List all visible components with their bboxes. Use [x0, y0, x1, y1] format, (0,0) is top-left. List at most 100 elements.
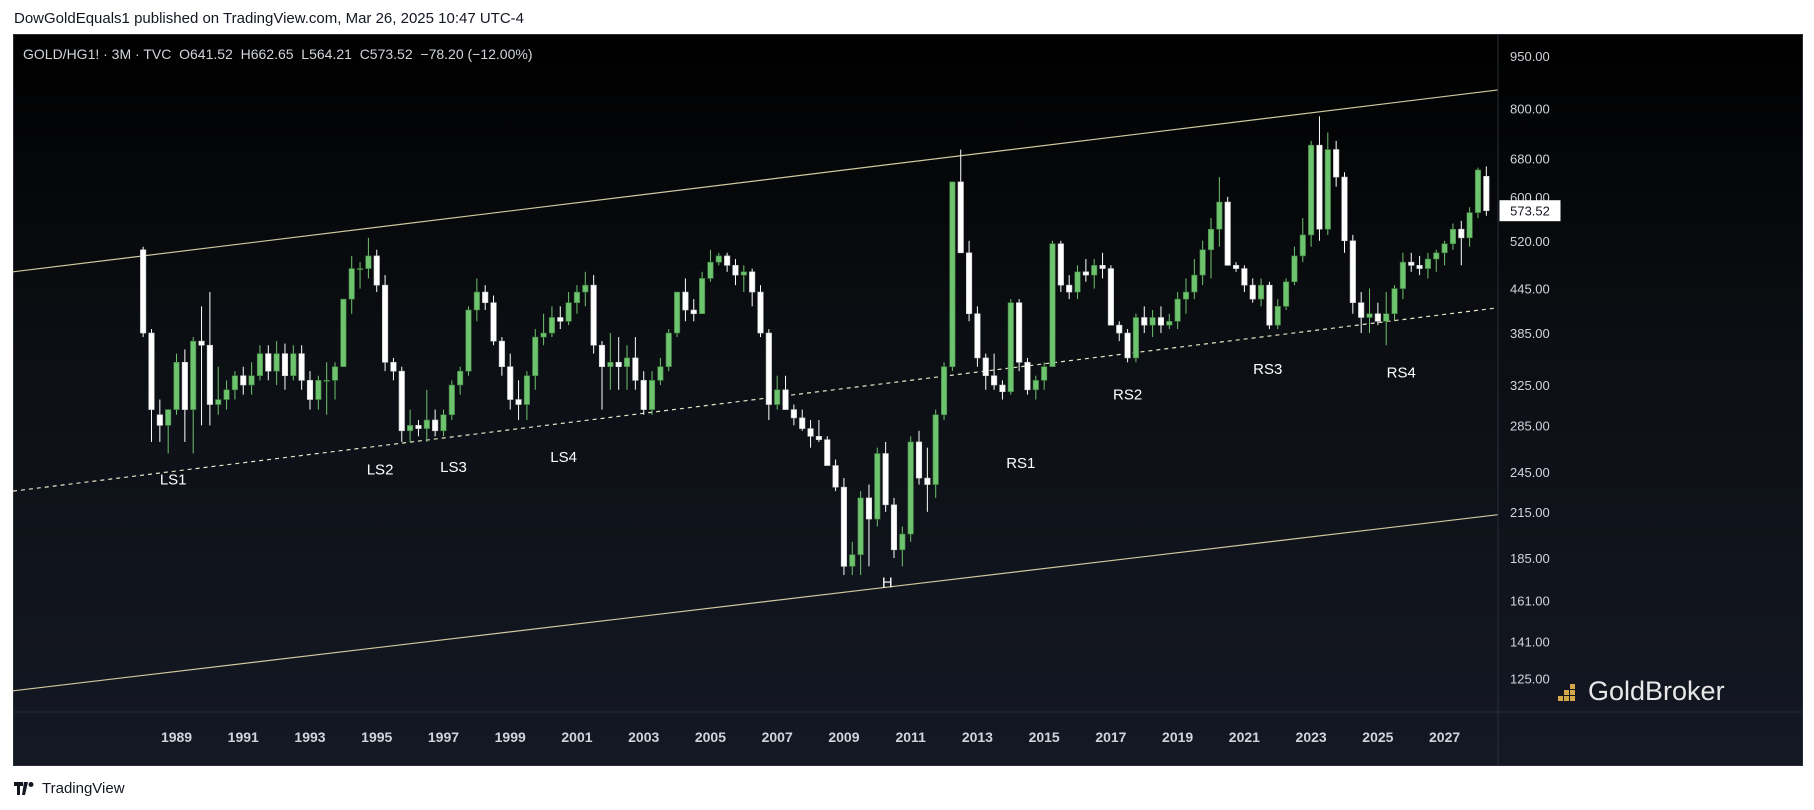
- candle-down: [724, 255, 731, 266]
- candle-down: [598, 344, 606, 368]
- candle-up: [1199, 249, 1206, 276]
- candle-down: [1082, 271, 1089, 276]
- candle-down: [1016, 302, 1023, 363]
- trendline-solid: [13, 514, 1499, 692]
- candle-up: [1032, 380, 1039, 391]
- candle-up: [532, 336, 539, 377]
- candle-down: [390, 361, 397, 372]
- candle-down: [799, 417, 806, 429]
- pattern-label: H: [882, 575, 893, 592]
- x-tick-label: 2007: [762, 729, 793, 745]
- candle-down: [498, 340, 505, 368]
- candle-up: [357, 268, 364, 270]
- candle-up: [857, 497, 864, 555]
- candle-down: [832, 465, 839, 488]
- trendline-dashed: [13, 307, 1499, 492]
- symbol-ohlc-legend: GOLD/HG1! · 3M · TVC O641.52 H662.65 L56…: [23, 46, 533, 62]
- candle-down: [757, 291, 764, 334]
- watermark-text: GoldBroker: [1588, 676, 1725, 706]
- y-tick-label: 141.00: [1510, 634, 1550, 649]
- candle-up: [1324, 149, 1331, 230]
- candle-up: [607, 361, 614, 368]
- candle-up: [331, 366, 339, 381]
- x-tick-label: 2009: [828, 729, 859, 745]
- candle-down: [690, 309, 697, 315]
- x-tick-label: 1989: [161, 729, 192, 745]
- candle-up: [407, 425, 414, 432]
- ohlc-values: O641.52 H662.65 L564.21 C573.52 −78.20 (…: [179, 46, 533, 62]
- price-chart[interactable]: LS1 LS2 LS3 LS4 H RS1 RS2 RS3 RS4 950.00 800.00 68…: [13, 34, 1803, 766]
- candle-down: [482, 291, 489, 303]
- candle-down: [1116, 324, 1123, 334]
- candle-up: [215, 399, 222, 405]
- last-price-tag: [1499, 200, 1561, 222]
- candle-up: [1433, 252, 1440, 260]
- candle-up: [665, 332, 672, 368]
- candle-down: [1341, 176, 1348, 242]
- candle-up: [707, 261, 714, 279]
- x-tick-label: 1993: [294, 729, 325, 745]
- y-tick-label: 520.00: [1510, 234, 1550, 249]
- candle-up: [315, 380, 322, 400]
- candle-down: [398, 370, 405, 432]
- candle-down: [1141, 317, 1148, 326]
- candle-down: [1416, 265, 1423, 269]
- candle-down: [1458, 228, 1465, 239]
- candle-up: [623, 357, 631, 368]
- candle-down: [1316, 144, 1323, 230]
- candle-down: [206, 344, 213, 405]
- candle-down: [840, 486, 847, 567]
- candle-up: [190, 340, 197, 410]
- candle-down: [1107, 268, 1114, 326]
- candle-down: [991, 375, 998, 386]
- candle-down: [306, 380, 314, 400]
- pattern-label: LS2: [367, 461, 394, 478]
- candle-down: [156, 414, 163, 426]
- candle-up: [657, 366, 664, 381]
- pattern-label: LS4: [550, 449, 577, 466]
- candle-down: [632, 357, 639, 381]
- candle-up: [1399, 261, 1406, 289]
- candle-down: [1358, 302, 1365, 318]
- candle-down: [865, 497, 873, 520]
- candle-up: [1207, 228, 1215, 251]
- y-tick-label: 161.00: [1510, 594, 1550, 609]
- x-tick-label: 2027: [1429, 729, 1460, 745]
- x-tick-label: 2013: [962, 729, 993, 745]
- chart-panel[interactable]: [13, 34, 1803, 766]
- x-tick-label: 1997: [428, 729, 459, 745]
- candle-down: [415, 425, 422, 429]
- candle-up: [1383, 313, 1390, 322]
- footer-branding[interactable]: TradingView: [14, 780, 125, 797]
- candle-down: [1232, 265, 1240, 269]
- x-tick-label: 2001: [561, 729, 592, 745]
- candle-down: [1333, 149, 1340, 178]
- x-tick-label: 2025: [1362, 729, 1393, 745]
- candle-down: [640, 380, 647, 410]
- x-tick-label: 2003: [628, 729, 659, 745]
- candle-down: [982, 357, 989, 377]
- candle-up: [940, 366, 948, 416]
- candle-down: [298, 353, 305, 381]
- candle-down: [1099, 265, 1106, 269]
- candle-up: [1299, 234, 1306, 257]
- candle-up: [1049, 243, 1056, 368]
- candle-up: [465, 309, 472, 372]
- candle-up: [899, 533, 906, 551]
- candle-up: [1308, 144, 1315, 236]
- candle-down: [1483, 176, 1490, 212]
- candle-up: [774, 389, 781, 405]
- candle-down: [882, 453, 889, 506]
- candle-up: [1216, 201, 1223, 230]
- candle-up: [231, 375, 238, 391]
- candle-up: [223, 389, 230, 400]
- candle-down: [999, 384, 1006, 393]
- pattern-label: RS2: [1113, 387, 1142, 404]
- candle-up: [1041, 366, 1048, 381]
- candle-down: [140, 249, 147, 334]
- x-tick-label: 1999: [495, 729, 526, 745]
- candle-down: [432, 419, 439, 432]
- candle-up: [1132, 317, 1139, 359]
- candle-up: [248, 375, 255, 386]
- pattern-label: RS3: [1253, 361, 1282, 378]
